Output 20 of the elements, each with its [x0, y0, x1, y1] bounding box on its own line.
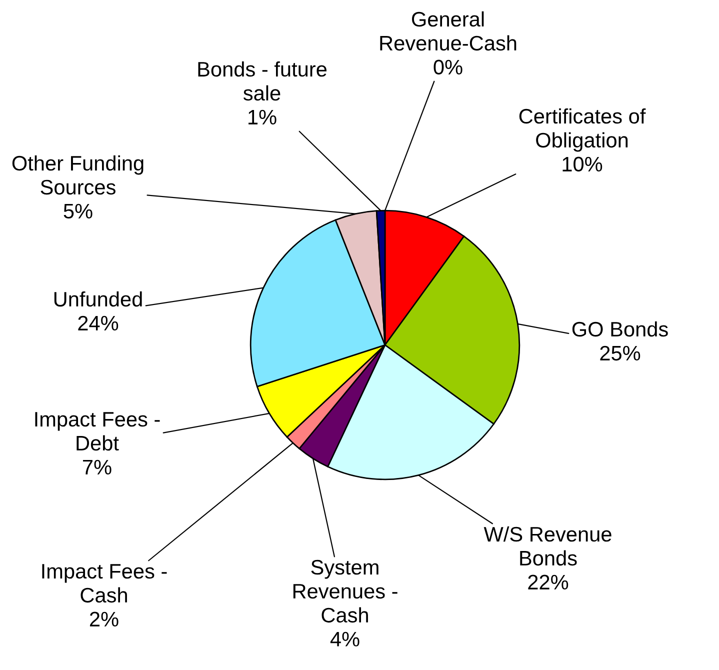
- slice-label: Bonds - future sale: [198, 61, 327, 101]
- slice-label: Certificates of Obligation: [519, 108, 646, 152]
- data-label: 24%: [78, 316, 118, 330]
- slice-label: GO Bonds: [572, 321, 668, 337]
- slice-label: Impact Fees - Cash: [42, 564, 167, 603]
- data-label: 7%: [83, 460, 112, 474]
- slice-label: Other Funding Sources: [12, 155, 144, 195]
- slice-label: System Revenues - Cash: [293, 560, 398, 623]
- slice-label: Unfunded: [54, 291, 142, 307]
- slice-label: Impact Fees - Debt: [35, 412, 160, 451]
- text: 0%: [434, 60, 462, 75]
- data-label: 4%: [330, 632, 360, 646]
- data-label: 22%: [528, 574, 568, 590]
- data-label: 2%: [90, 612, 118, 626]
- data-label: 1%: [248, 110, 276, 124]
- category-label: General Revenue-Cash: [380, 11, 516, 51]
- slice-label: W/S Revenue Bonds: [484, 526, 612, 566]
- data-label: 25%: [600, 346, 640, 361]
- data-label: 5%: [64, 204, 92, 219]
- data-label: 10%: [562, 156, 602, 172]
